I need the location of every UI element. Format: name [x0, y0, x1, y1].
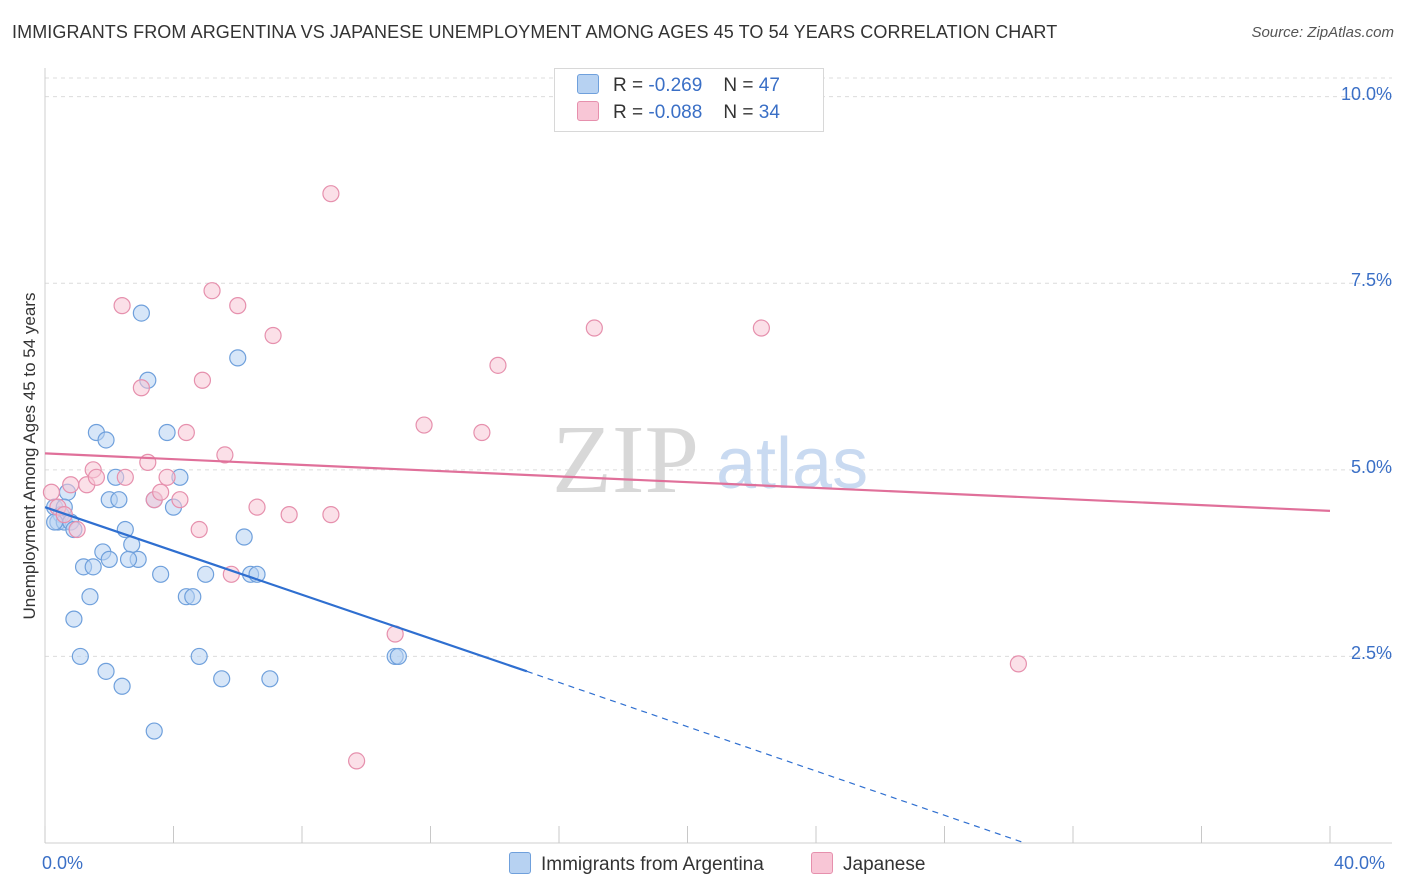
watermark-zip: ZIP: [552, 406, 699, 514]
legend-n-value-japanese: 34: [758, 102, 780, 123]
bottom-legend-swatch-argentina: [509, 852, 531, 874]
data-points: [42, 185, 1027, 770]
point-argentina-26: [158, 423, 176, 442]
axes: [44, 68, 1392, 844]
bottom-legend-japanese: Japanese: [811, 852, 925, 876]
point-japanese-18: [193, 371, 212, 389]
trend-line-argentina: [44, 506, 528, 673]
x-tick-label-min: 0.0%: [42, 853, 84, 873]
point-argentina-43: [113, 677, 131, 695]
legend-row-argentina: R = -0.269 N = 47: [577, 74, 780, 100]
point-japanese-14: [158, 468, 176, 486]
legend-r-value-japanese: -0.088: [648, 102, 703, 123]
point-japanese-20: [216, 446, 234, 464]
point-japanese-25: [280, 506, 298, 524]
point-argentina-31: [190, 647, 208, 666]
point-argentina-40: [389, 647, 407, 666]
y-tick-label-2: 7.5%: [1350, 270, 1392, 291]
legend-r-value-argentina: -0.269: [648, 75, 703, 96]
bottom-legend-swatch-japanese: [811, 852, 833, 874]
watermark-atlas: atlas: [716, 424, 868, 504]
point-japanese-24: [264, 326, 282, 345]
point-argentina-45: [65, 610, 83, 628]
legend-row-japanese: R = -0.088 N = 34: [577, 101, 780, 127]
x-tick-label-max: 40.0%: [1334, 853, 1386, 873]
chart-title: IMMIGRANTS FROM ARGENTINA VS JAPANESE UN…: [12, 22, 1058, 42]
point-japanese-32: [489, 356, 507, 374]
point-japanese-19: [203, 282, 221, 300]
point-argentina-10: [84, 558, 102, 576]
legend-r-label: R =: [613, 102, 644, 123]
legend-n-value-argentina: 47: [758, 75, 780, 96]
point-argentina-44: [145, 722, 163, 740]
point-japanese-4: [68, 520, 86, 539]
bottom-legend-label-argentina: Immigrants from Argentina: [541, 854, 764, 875]
point-argentina-22: [100, 550, 118, 568]
trend-line-japanese: [44, 452, 1331, 512]
correlation-legend: R = -0.269 N = 47 R = -0.088 N = 34: [554, 68, 824, 132]
point-argentina-32: [197, 565, 215, 583]
point-japanese-22: [229, 297, 247, 315]
point-japanese-23: [248, 498, 266, 516]
bottom-legend-argentina: Immigrants from Argentina: [509, 852, 764, 876]
point-japanese-16: [177, 423, 195, 442]
legend-n-label: N =: [723, 102, 754, 123]
point-argentina-23: [110, 491, 128, 509]
point-japanese-26: [322, 506, 340, 524]
point-argentina-41: [81, 588, 99, 606]
watermark: ZIP atlas: [552, 406, 868, 514]
point-japanese-31: [473, 423, 491, 442]
point-argentina-42: [97, 662, 115, 680]
point-japanese-30: [415, 416, 433, 434]
point-argentina-35: [235, 528, 253, 546]
point-argentina-46: [71, 647, 89, 666]
bottom-legend-label-japanese: Japanese: [843, 854, 926, 875]
legend-r-label: R =: [613, 75, 644, 96]
point-japanese-15: [171, 491, 189, 509]
point-argentina-16: [132, 304, 150, 322]
legend-n-label: N =: [723, 75, 754, 96]
point-japanese-35: [1009, 655, 1027, 673]
point-japanese-28: [348, 752, 366, 770]
point-japanese-8: [113, 297, 131, 315]
point-argentina-34: [229, 349, 247, 367]
point-japanese-17: [190, 520, 208, 539]
point-argentina-25: [152, 565, 170, 583]
point-japanese-7: [87, 468, 106, 486]
legend-swatch-argentina: [577, 74, 599, 94]
point-japanese-34: [752, 319, 770, 337]
point-argentina-33: [213, 670, 231, 688]
legend-swatch-japanese: [577, 101, 599, 121]
point-japanese-0: [42, 483, 61, 501]
y-tick-label-3: 10.0%: [1340, 83, 1392, 104]
point-argentina-12: [97, 431, 115, 449]
point-japanese-10: [132, 379, 150, 397]
point-argentina-24: [119, 550, 138, 568]
trend-line-argentina-extension: [526, 670, 1026, 844]
point-japanese-33: [585, 319, 603, 337]
point-japanese-27: [322, 185, 340, 203]
y-tick-label-1: 5.0%: [1350, 456, 1392, 477]
source-label: Source: ZipAtlas.com: [1251, 24, 1394, 41]
point-japanese-9: [116, 468, 134, 486]
point-argentina-38: [261, 670, 279, 688]
point-argentina-30: [184, 588, 202, 606]
trend-lines: [44, 452, 1331, 844]
point-japanese-3: [62, 476, 80, 494]
point-japanese-13: [152, 483, 170, 501]
y-tick-label-0: 2.5%: [1350, 643, 1392, 664]
